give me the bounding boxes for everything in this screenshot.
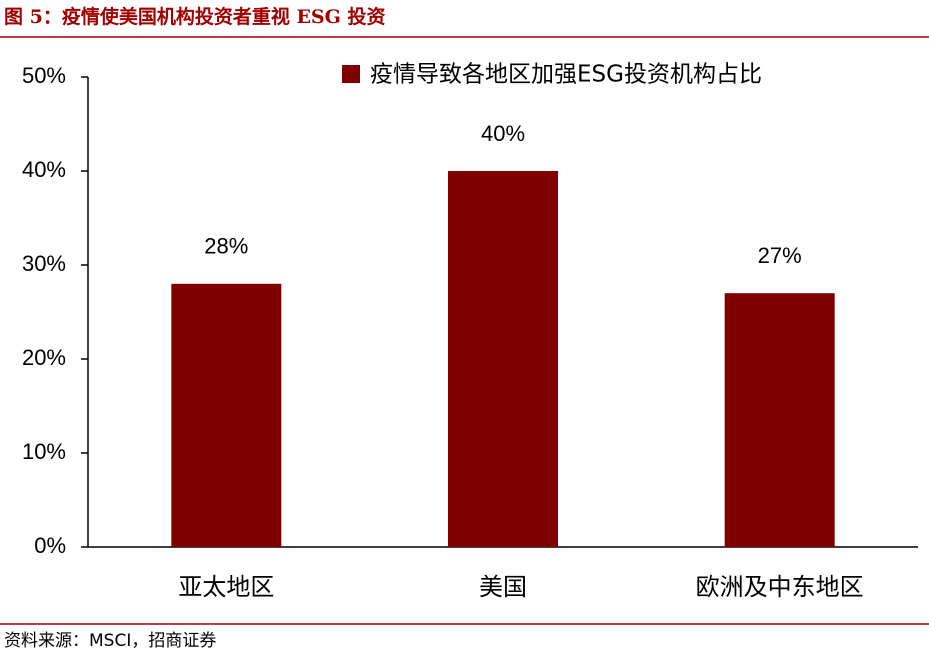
- x-tick-label: 欧洲及中东地区: [696, 573, 864, 601]
- value-label: 27%: [758, 243, 802, 268]
- value-label: 28%: [204, 234, 248, 259]
- chart-title: 图 5：疫情使美国机构投资者重视 ESG 投资: [4, 5, 386, 28]
- y-tick-label: 30%: [22, 251, 66, 276]
- value-label: 40%: [481, 121, 525, 146]
- source: 资料来源：MSCI，招商证券: [4, 631, 216, 651]
- y-tick-label: 40%: [22, 157, 66, 182]
- bar: [724, 293, 835, 547]
- bar: [448, 171, 558, 547]
- x-tick-label: 美国: [479, 573, 527, 601]
- legend-label: 疫情导致各地区加强ESG投资机构占比: [370, 62, 762, 88]
- x-tick-label: 亚太地区: [178, 573, 274, 601]
- y-tick-label: 50%: [22, 63, 66, 88]
- legend-swatch: [342, 65, 360, 83]
- y-tick-label: 0%: [34, 533, 66, 558]
- y-tick-label: 20%: [22, 345, 66, 370]
- y-tick-label: 10%: [22, 439, 66, 464]
- bar: [171, 283, 282, 547]
